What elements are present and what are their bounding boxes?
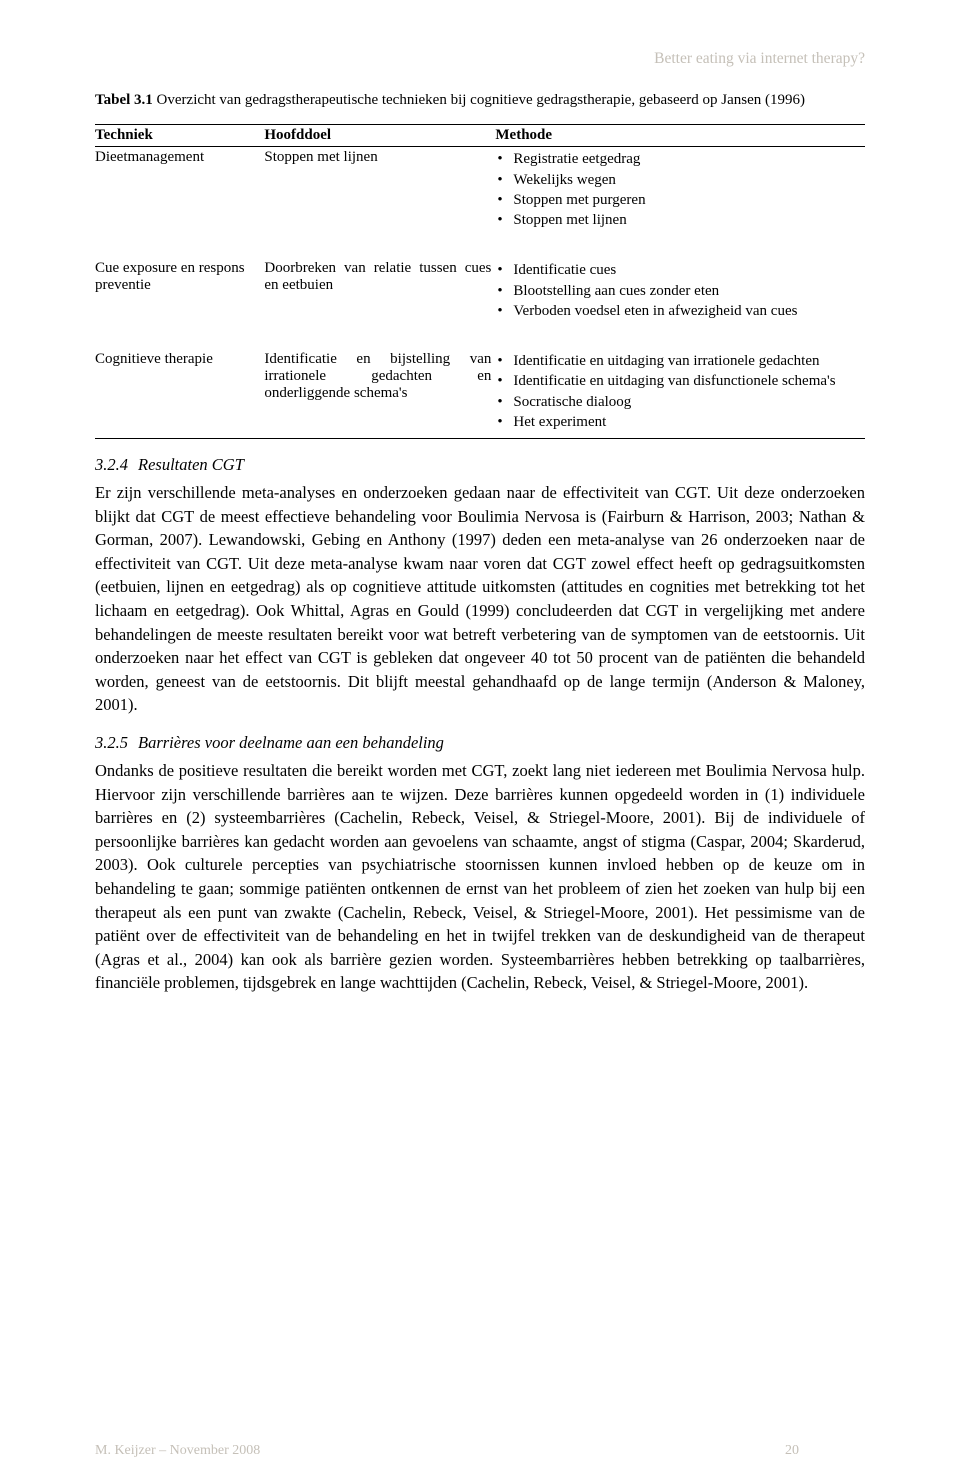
cell-goal: Stoppen met lijnen <box>264 147 495 233</box>
table-caption-text: Overzicht van gedragstherapeutische tech… <box>153 92 805 108</box>
method-item: Identificatie en uitdaging van irratione… <box>513 351 861 371</box>
method-item: Stoppen met purgeren <box>513 190 861 210</box>
table-caption-label: Tabel 3.1 <box>95 92 153 108</box>
method-item: Blootstelling aan cues zonder eten <box>513 281 861 301</box>
subheading-number: 3.2.4 <box>95 455 128 474</box>
method-item: Stoppen met lijnen <box>513 210 861 230</box>
th-hoofddoel: Hoofddoel <box>264 125 495 147</box>
subheading-title: Resultaten CGT <box>138 455 244 474</box>
cell-tech: Cognitieve therapie <box>95 349 264 439</box>
cell-goal: Doorbreken van relatie tussen cues en ee… <box>264 258 495 323</box>
method-item: Identificatie cues <box>513 260 861 280</box>
method-item: Wekelijks wegen <box>513 170 861 190</box>
method-item: Het experiment <box>513 412 861 432</box>
method-item: Registratie eetgedrag <box>513 149 861 169</box>
th-techniek: Techniek <box>95 125 264 147</box>
paragraph-324: Er zijn verschillende meta-analyses en o… <box>95 481 865 717</box>
th-methode: Methode <box>495 125 865 147</box>
table-row: Dieetmanagement Stoppen met lijnen Regis… <box>95 147 865 233</box>
page: Better eating via internet therapy? Tabe… <box>0 0 960 1483</box>
techniques-table: Techniek Hoofddoel Methode Dieetmanageme… <box>95 124 865 439</box>
table-caption: Tabel 3.1 Overzicht van gedragstherapeut… <box>95 90 865 110</box>
cell-tech: Cue exposure en respons preventie <box>95 258 264 323</box>
cell-tech: Dieetmanagement <box>95 147 264 233</box>
cell-methods: Registratie eetgedrag Wekelijks wegen St… <box>495 147 865 233</box>
page-footer: M. Keijzer – November 2008 20 <box>95 1443 260 1459</box>
method-item: Socratische dialoog <box>513 392 861 412</box>
method-item: Verboden voedsel eten in afwezigheid van… <box>513 301 861 321</box>
page-number: 20 <box>785 1443 799 1459</box>
running-header: Better eating via internet therapy? <box>95 50 865 68</box>
table-row: Cognitieve therapie Identificatie en bij… <box>95 349 865 439</box>
cell-goal: Identificatie en bijstelling van irratio… <box>264 349 495 439</box>
cell-methods: Identificatie cues Blootstelling aan cue… <box>495 258 865 323</box>
cell-methods: Identificatie en uitdaging van irratione… <box>495 349 865 439</box>
subheading-325: 3.2.5 Barrières voor deelname aan een beh… <box>95 733 865 753</box>
subheading-324: 3.2.4 Resultaten CGT <box>95 455 865 475</box>
footer-author-date: M. Keijzer – November 2008 <box>95 1443 260 1458</box>
subheading-number: 3.2.5 <box>95 733 128 752</box>
method-item: Identificatie en uitdaging van disfuncti… <box>513 371 861 391</box>
paragraph-325: Ondanks de positieve resultaten die bere… <box>95 759 865 995</box>
subheading-title: Barrières voor deelname aan een behandel… <box>138 733 444 752</box>
table-row: Cue exposure en respons preventie Doorbr… <box>95 258 865 323</box>
